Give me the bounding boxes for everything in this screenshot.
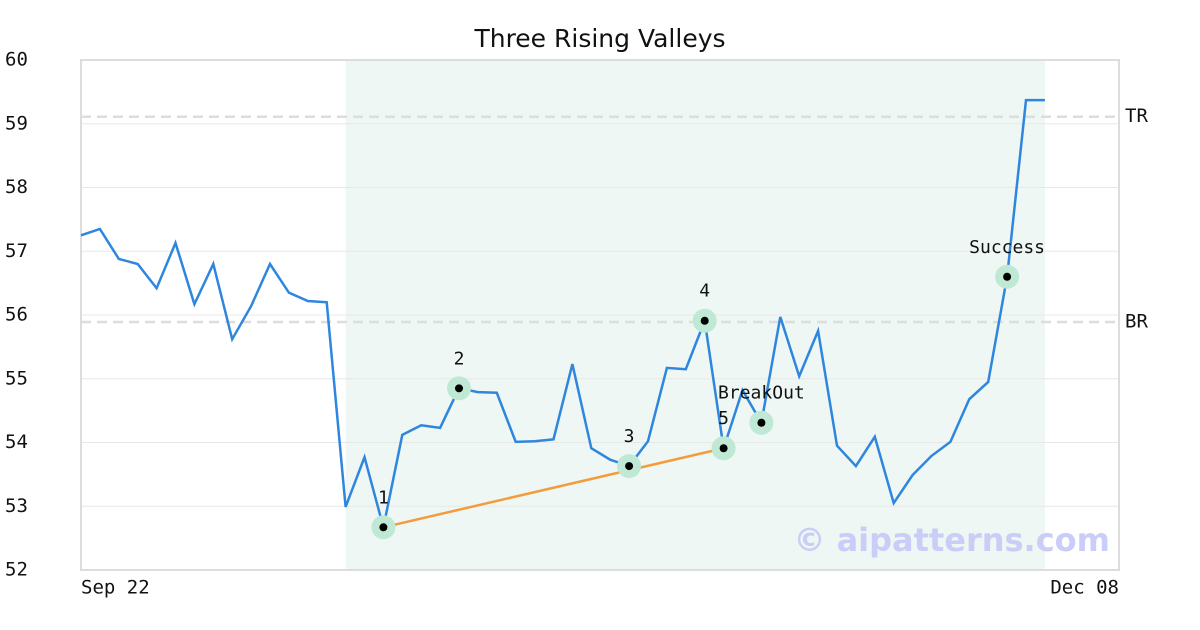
level-label: BR <box>1125 311 1148 333</box>
pivot-point <box>719 444 728 453</box>
y-tick-label: 58 <box>5 176 28 198</box>
y-tick-label: 60 <box>5 49 28 71</box>
chart-title: Three Rising Valleys <box>473 24 725 53</box>
y-tick-label: 52 <box>5 559 28 581</box>
watermark: © aipatterns.com <box>793 521 1110 559</box>
y-tick-label: 56 <box>5 304 28 326</box>
y-tick-label: 54 <box>5 431 28 453</box>
pivot-label: Success <box>969 237 1045 258</box>
price-line <box>80 98 1045 528</box>
pivot-label: 3 <box>624 426 635 447</box>
pivot-point <box>455 384 463 393</box>
pivot-label: BreakOut <box>718 383 805 404</box>
y-tick-label: 53 <box>5 495 28 517</box>
pivot-point <box>625 462 634 471</box>
y-tick-label: 57 <box>5 240 28 262</box>
trendline <box>383 447 724 529</box>
pivot-point <box>700 316 709 325</box>
pivot-label: 1 <box>378 487 389 508</box>
x-tick-label: Sep 22 <box>81 577 150 599</box>
y-tick-label: 55 <box>5 367 28 389</box>
x-tick-label: Dec 08 <box>1050 577 1119 599</box>
pivot-point <box>1003 272 1012 281</box>
level-label: TR <box>1125 105 1148 127</box>
y-tick-label: 59 <box>5 112 28 134</box>
pivot-point <box>379 523 388 532</box>
plot-frame <box>80 59 1120 571</box>
pivot-label: 2 <box>454 348 465 369</box>
pivot-label: 5 <box>718 408 729 429</box>
pivot-label: 4 <box>699 281 710 302</box>
pivot-point <box>757 418 766 427</box>
